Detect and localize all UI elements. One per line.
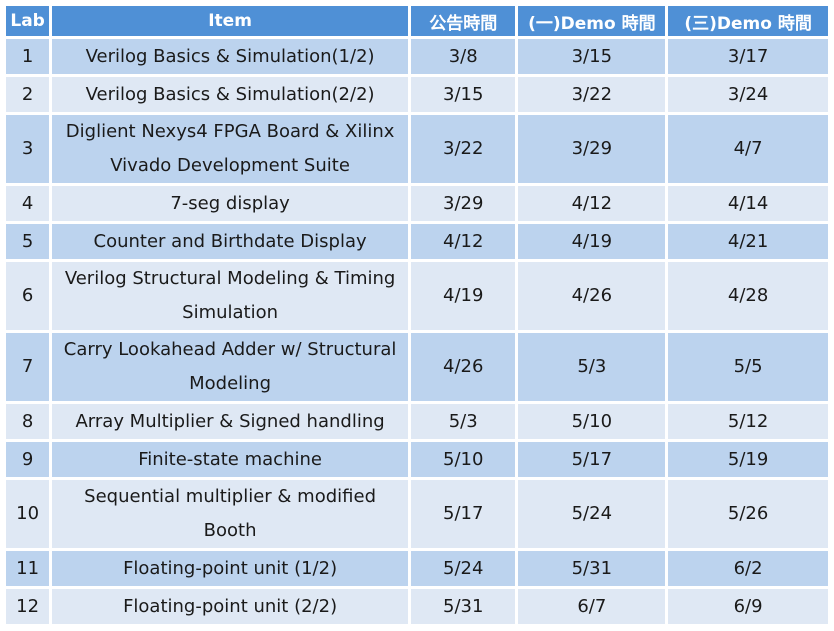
header-announce: 公告時間 [407,3,519,39]
demo-wed-date-cell: 6/2 [665,548,831,589]
announce-date-cell: 3/15 [407,74,519,115]
lab-cell: 2 [2,74,53,115]
demo-mon-date-cell: 3/15 [515,36,669,77]
header-item: Item [49,3,411,39]
demo-mon-date-cell: 5/10 [515,401,669,442]
announce-date-cell: 5/31 [407,586,519,627]
announce-date-cell: 4/12 [407,221,519,262]
item-cell: Floating-point unit (1/2) [49,548,411,589]
demo-mon-date-cell: 4/19 [515,221,669,262]
announce-date-cell: 4/26 [407,330,519,404]
demo-mon-date-cell: 4/12 [515,183,669,224]
demo-mon-date-cell: 6/7 [515,586,669,627]
table-row: 3 Diglient Nexys4 FPGA Board & Xilinx Viv… [2,112,831,186]
table-row: 10 Sequential multiplier & modified Booth… [2,477,831,551]
lab-cell: 12 [2,586,53,627]
item-cell: Floating-point unit (2/2) [49,586,411,627]
demo-wed-date-cell: 3/17 [665,36,831,77]
item-cell: Diglient Nexys4 FPGA Board & Xilinx Viva… [49,112,411,186]
item-cell: Verilog Basics & Simulation(1/2) [49,36,411,77]
demo-wed-date-cell: 5/12 [665,401,831,442]
item-cell: Sequential multiplier & modified Booth [49,477,411,551]
lab-cell: 4 [2,183,53,224]
demo-mon-date-cell: 5/17 [515,439,669,480]
table-row: 5 Counter and Birthdate Display 4/12 4/19 4/… [2,221,831,262]
header-demo-mon: (一)Demo 時間 [515,3,669,39]
demo-mon-date-cell: 5/3 [515,330,669,404]
table-row: 8 Array Multiplier & Signed handling 5/3 5/… [2,401,831,442]
header-lab: Lab [2,3,53,39]
lab-schedule-table: Lab Item 公告時間 (一)Demo 時間 (三)Demo 時間 1 Ver… [2,3,831,627]
announce-date-cell: 5/10 [407,439,519,480]
demo-wed-date-cell: 4/21 [665,221,831,262]
table-row: 2 Verilog Basics & Simulation(2/2) 3/15 3/2… [2,74,831,115]
demo-wed-date-cell: 5/5 [665,330,831,404]
table-row: 1 Verilog Basics & Simulation(1/2) 3/8 3/15… [2,36,831,77]
lab-cell: 6 [2,259,53,333]
demo-wed-date-cell: 6/9 [665,586,831,627]
table-row: 4 7-seg display 3/29 4/12 4/14 [2,183,831,224]
item-cell: 7-seg display [49,183,411,224]
table-row: 9 Finite-state machine 5/10 5/17 5/19 [2,439,831,480]
item-cell: Verilog Basics & Simulation(2/2) [49,74,411,115]
item-cell: Array Multiplier & Signed handling [49,401,411,442]
demo-wed-date-cell: 5/26 [665,477,831,551]
announce-date-cell: 5/24 [407,548,519,589]
header-demo-wed: (三)Demo 時間 [665,3,831,39]
announce-date-cell: 3/29 [407,183,519,224]
table-body: 1 Verilog Basics & Simulation(1/2) 3/8 3/15… [2,36,831,627]
lab-cell: 5 [2,221,53,262]
announce-date-cell: 5/17 [407,477,519,551]
announce-date-cell: 4/19 [407,259,519,333]
demo-mon-date-cell: 3/22 [515,74,669,115]
demo-mon-date-cell: 3/29 [515,112,669,186]
lab-cell: 3 [2,112,53,186]
demo-wed-date-cell: 5/19 [665,439,831,480]
header-row: Lab Item 公告時間 (一)Demo 時間 (三)Demo 時間 [2,3,831,39]
demo-wed-date-cell: 4/28 [665,259,831,333]
announce-date-cell: 3/22 [407,112,519,186]
lab-cell: 10 [2,477,53,551]
lab-cell: 7 [2,330,53,404]
demo-mon-date-cell: 5/31 [515,548,669,589]
item-cell: Finite-state machine [49,439,411,480]
announce-date-cell: 5/3 [407,401,519,442]
demo-wed-date-cell: 4/7 [665,112,831,186]
announce-date-cell: 3/8 [407,36,519,77]
demo-mon-date-cell: 5/24 [515,477,669,551]
lab-cell: 8 [2,401,53,442]
item-cell: Counter and Birthdate Display [49,221,411,262]
demo-mon-date-cell: 4/26 [515,259,669,333]
item-cell: Carry Lookahead Adder w/ Structural Mode… [49,330,411,404]
demo-wed-date-cell: 4/14 [665,183,831,224]
table-row: 11 Floating-point unit (1/2) 5/24 5/31 6/2 [2,548,831,589]
item-cell: Verilog Structural Modeling & Timing Sim… [49,259,411,333]
lab-cell: 9 [2,439,53,480]
table-row: 7 Carry Lookahead Adder w/ Structural Mod… [2,330,831,404]
demo-wed-date-cell: 3/24 [665,74,831,115]
table-row: 12 Floating-point unit (2/2) 5/31 6/7 6/9 [2,586,831,627]
table-row: 6 Verilog Structural Modeling & Timing Si… [2,259,831,333]
lab-cell: 11 [2,548,53,589]
lab-cell: 1 [2,36,53,77]
